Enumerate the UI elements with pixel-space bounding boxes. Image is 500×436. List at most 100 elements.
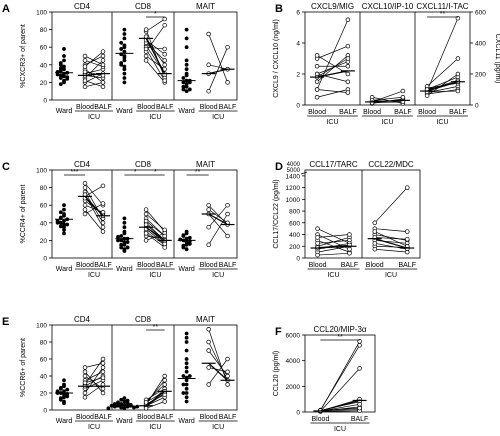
panel-a-ytick-label: 0: [43, 98, 47, 105]
panel-c-facet-2-blood-point: [143, 211, 149, 217]
panel-e-facet-1-balf-point: [100, 365, 106, 370]
panel-c-frame: [51, 169, 238, 259]
panel-a-facet-3-ward-point: [184, 82, 189, 87]
panel-d-ytick-label: 1200: [286, 185, 301, 192]
panel-e-facet-3-xlabel-icu: ICU: [212, 424, 224, 431]
panel-b-facet-1-xlabel-icu: ICU: [326, 119, 338, 126]
panel-a-facet-2-ward-point: [122, 49, 127, 54]
panel-a-ytick-label: 80: [40, 27, 48, 34]
panel-c-ytick-label: 40: [40, 220, 48, 227]
panel-c-facet-2-median-connector: [145, 226, 166, 241]
panel-c-facet-1-pair-line: [84, 182, 104, 206]
panel-a-facet-1-ward-point: [62, 54, 66, 58]
panel-b-facet-1-pair-line: [317, 89, 348, 93]
panel-c-facet-1-title: CD4: [74, 160, 91, 169]
panel-c-facet-1-balf-point: [100, 201, 106, 206]
panel-e-facet-1-blood-point: [82, 380, 88, 386]
panel-a-facet-2-blood-point: [143, 46, 149, 52]
panel-e-facet-2-ward-point: [119, 397, 124, 402]
panel-b-ytick-label: 6: [296, 10, 300, 17]
panel-e-facet-2-pair-line: [145, 401, 165, 409]
panel-a-facet-1-blood-point: [82, 53, 88, 59]
panel-b-ytick-right-label: 600: [475, 10, 486, 17]
panel-e-facet-1-ward-point: [58, 396, 63, 400]
panel-c-facet-2-pair-line: [145, 231, 165, 246]
panel-c-facet-2-ward-point: [122, 242, 127, 247]
panel-f-facet-1-balf-point: [357, 405, 362, 411]
panel-e-facet-2-pair-line: [145, 375, 165, 406]
panel-b-facet-2-balf-point: [400, 94, 406, 100]
panel-e-facet-1-pair-line: [84, 358, 104, 385]
panel-c-facet-1-ward-point: [55, 219, 60, 223]
panel-e-facet-1-ward-point: [62, 382, 66, 387]
panel-a-facet-1-ward-point: [62, 47, 66, 51]
panel-a-facet-1-ward-point: [62, 64, 66, 69]
panel-a-facet-2-ward-point: [122, 71, 127, 76]
panel-c-ytick-label: 20: [40, 238, 48, 245]
panel-a-facet-1-balf-point: [100, 49, 106, 54]
panel-a-facet-2-blood-point: [143, 27, 149, 32]
panel-c-ytick-label: 80: [40, 185, 48, 192]
panel-e-facet-3-ward-point: [184, 357, 189, 361]
panel-a-facet-1-pair-line: [84, 55, 104, 66]
panel-a-facet-2-ward-point: [122, 64, 127, 69]
panel-a-facet-2-ward-point: [122, 43, 127, 48]
panel-c-facet-1-ward-point: [62, 231, 66, 236]
panel-a-facet-2-ward-point: [122, 36, 127, 41]
panel-d-facet-1-blood-point: [315, 252, 320, 258]
panel-a-facet-2-pair-line: [145, 42, 165, 61]
panel-a-ytick-label: 100: [36, 10, 47, 17]
panel-d-ytick-label: 800: [289, 209, 300, 216]
panel-a-facet-3-ward-point: [181, 84, 186, 89]
panel-c-facet-1-pair-line: [84, 203, 104, 215]
panel-d-ytick-label: 1400: [286, 173, 301, 180]
panel-b-facet-2-median-connector: [372, 99, 403, 103]
panel-e-facet-3-xlabel-ward: Ward: [178, 418, 195, 425]
panel-a-facet-1-pair-line: [84, 60, 104, 67]
panel-a-ytick-label: 40: [40, 62, 48, 69]
panel-a-frame: [51, 11, 238, 101]
panel-c-facet-3-pair-line: [208, 213, 228, 245]
panel-e-facet-2-balf-point: [162, 399, 167, 404]
panel-b-ytick-label: 0: [296, 103, 300, 110]
panel-b-facet-2-balf-point: [400, 88, 406, 94]
panel-d-facet-2-pair-line: [374, 240, 408, 244]
panel-b-facet-3-title: CXCL11/I-TAC: [416, 2, 468, 11]
panel-e-facet-3-ward-point: [181, 374, 186, 378]
panel-f-ytick-label: 4000: [286, 358, 301, 365]
panel-e-facet-1-pair-line: [84, 375, 104, 387]
panel-a-ytick-label: 20: [40, 80, 48, 87]
panel-e-facet-1-pair-line: [84, 362, 104, 368]
panel-a-facet-2-pair-line: [145, 18, 165, 32]
panel-d-facet-1-xlabel-blood: Blood: [309, 262, 327, 269]
panel-e-facet-3-blood-point: [206, 327, 211, 332]
panel-c-facet-3-ward-point: [184, 236, 189, 241]
panel-a-facet-1-pair-line: [84, 80, 104, 88]
panel-c-facet-3-balf-point: [225, 233, 230, 239]
panel-c-facet-3-ward-point: [184, 242, 189, 247]
panel-e-facet-3-xlabel-balf: BALF: [219, 414, 237, 421]
panel-f-facet-1-balf-point: [357, 343, 362, 348]
panel-d-facet-1-blood-point: [315, 235, 320, 240]
panel-c-facet-2-blood-point: [143, 238, 149, 243]
panel-e-ytick-label: 20: [40, 391, 48, 398]
panel-f-ytick-label: 0: [296, 410, 300, 417]
panel-e-facet-3-ward-point: [181, 391, 186, 395]
panel-c-facet-2-pair-line: [145, 209, 165, 232]
panel-c-facet-1-blood-point: [82, 180, 88, 186]
panel-c-facet-1-xlabel-icu: ICU: [88, 272, 100, 279]
panel-c-facet-3-ward-point: [184, 247, 189, 252]
panel-a-facet-2-ward-point: [122, 58, 127, 63]
panel-e-facet-2-median-connector: [145, 390, 166, 407]
panel-e-facet-2-ward-point: [122, 396, 127, 400]
panel-c-facet-2-xlabel-icu: ICU: [149, 272, 161, 279]
panel-c-letter: C: [2, 161, 10, 173]
panel-e-facet-3-ward-point: [184, 369, 189, 374]
panel-c-facet-2-xlabel-blood: Blood: [137, 262, 155, 269]
panel-a-facet-2-ward-point: [122, 80, 127, 85]
panel-a-facet-2-blood-point: [143, 53, 149, 59]
panel-b-ytick-label: 2: [296, 72, 300, 79]
panel-b-facet-3-xlabel-icu: ICU: [436, 119, 448, 126]
panel-b-facet-1-balf-point: [345, 43, 351, 49]
panel-a-facet-2-pair-line: [145, 60, 165, 83]
